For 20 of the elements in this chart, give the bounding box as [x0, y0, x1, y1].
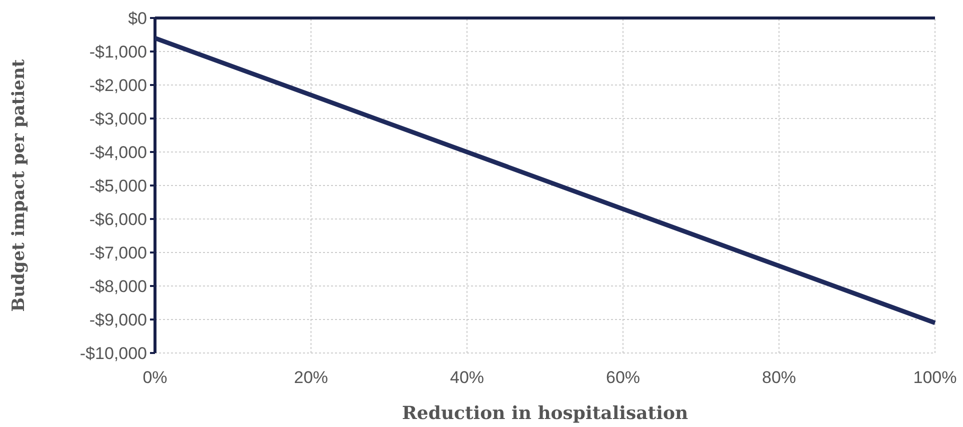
x-tick-label: 100%: [913, 368, 957, 387]
x-tick-label: 60%: [606, 368, 640, 387]
y-tick-label: -$1,000: [89, 42, 147, 62]
x-tick-label: 80%: [762, 368, 796, 387]
y-axis-title: Budget impact per patient: [9, 59, 29, 312]
y-tick-label: -$3,000: [89, 109, 147, 128]
y-tick-label: -$10,000: [80, 344, 147, 363]
y-tick-label: -$4,000: [89, 142, 147, 162]
y-tick-label: -$7,000: [89, 243, 147, 262]
y-tick-label: -$2,000: [89, 76, 147, 95]
y-tick-label: -$9,000: [89, 310, 147, 330]
y-tick-label: -$5,000: [89, 176, 147, 196]
line-series: [152, 36, 938, 326]
x-tick-label: 20%: [294, 368, 328, 387]
x-axis-title: Reduction in hospitalisation: [402, 403, 688, 424]
x-tick-label: 0%: [142, 368, 168, 387]
y-tick-label: -$6,000: [89, 210, 147, 229]
y-tick-label: -$8,000: [89, 276, 147, 296]
y-tick-label: $0: [128, 8, 147, 28]
x-tick-label: 40%: [450, 368, 484, 387]
